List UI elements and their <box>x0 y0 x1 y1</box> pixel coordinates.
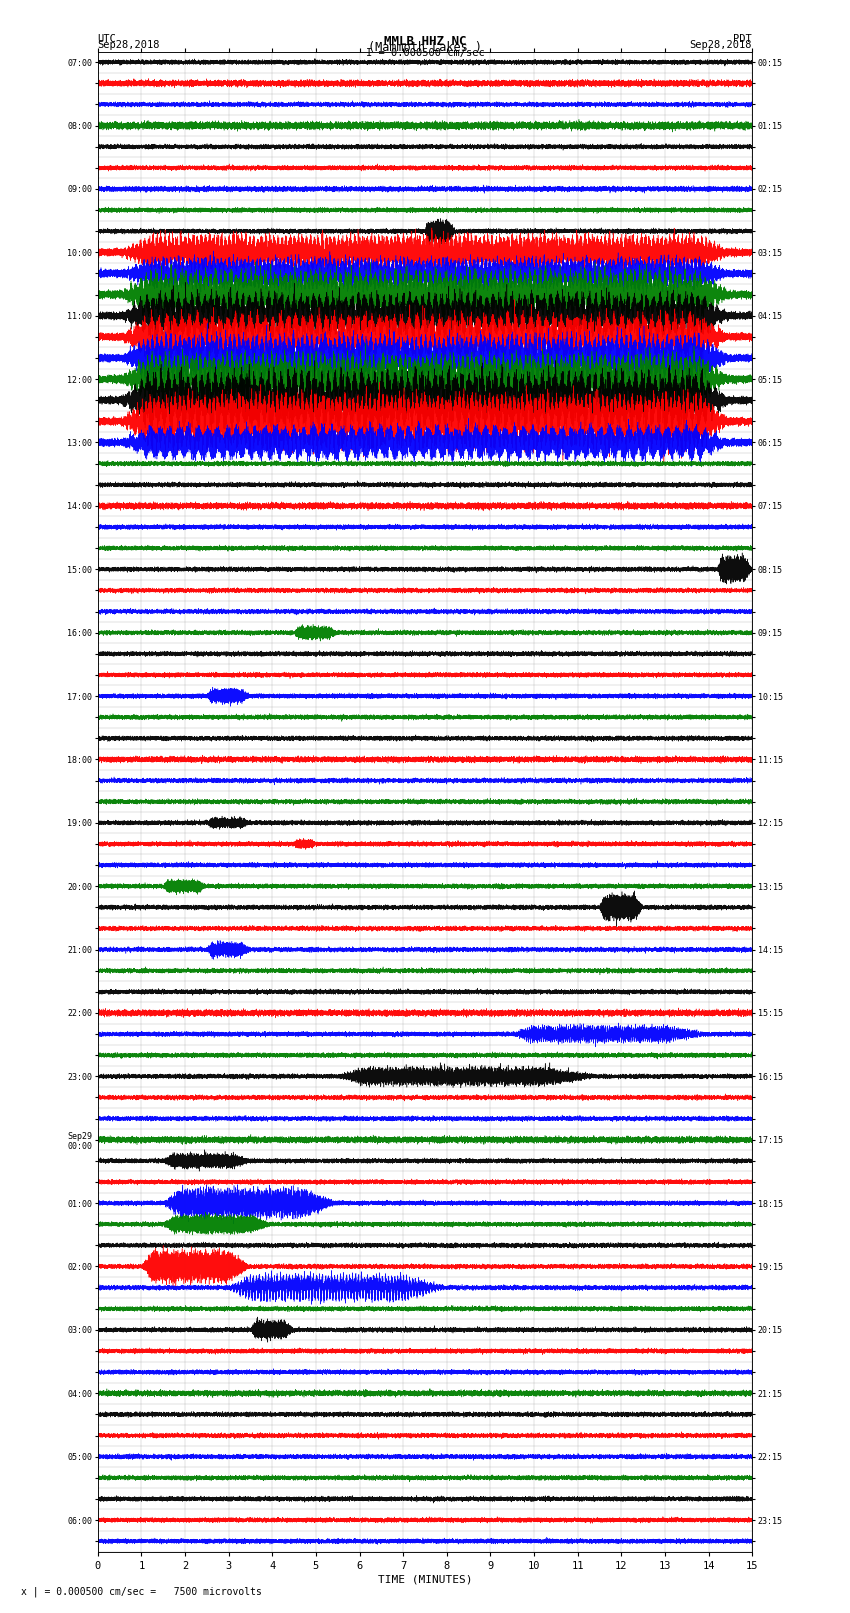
Text: x | = 0.000500 cm/sec =   7500 microvolts: x | = 0.000500 cm/sec = 7500 microvolts <box>21 1586 262 1597</box>
Text: PDT: PDT <box>734 34 752 44</box>
Text: I = 0.000500 cm/sec: I = 0.000500 cm/sec <box>366 47 484 58</box>
Text: UTC: UTC <box>98 34 116 44</box>
Text: (Mammoth Lakes ): (Mammoth Lakes ) <box>368 40 482 55</box>
X-axis label: TIME (MINUTES): TIME (MINUTES) <box>377 1574 473 1586</box>
Text: MMLB HHZ NC: MMLB HHZ NC <box>383 35 467 48</box>
Text: Sep28,2018: Sep28,2018 <box>98 39 161 50</box>
Text: Sep28,2018: Sep28,2018 <box>689 39 752 50</box>
